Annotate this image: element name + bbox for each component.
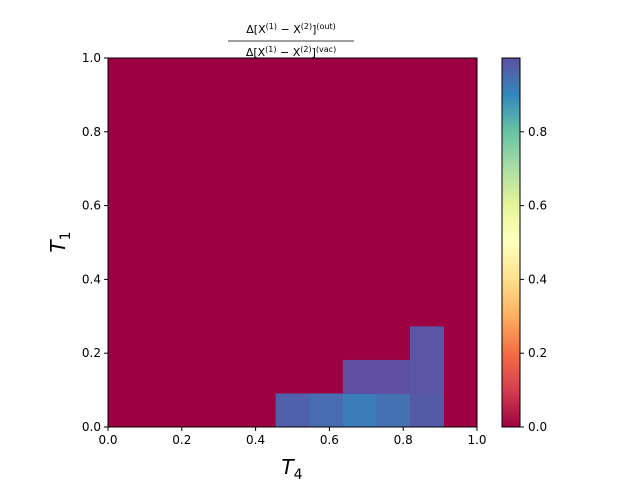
heatmap-cell-8: [409, 326, 444, 361]
x-axis-label: T4: [281, 455, 302, 480]
y-axis-ticks: 0.0 0.2 0.4 0.6 0.8 1.0: [82, 51, 108, 434]
colorbar-tick-label: 0.0: [528, 420, 547, 434]
y-tick-label: 0.0: [82, 420, 101, 434]
y-tick-label: 1.0: [82, 51, 101, 65]
heatmap-cell-0: [275, 393, 310, 428]
heatmap-cell-6: [376, 359, 411, 394]
colorbar: 0.0 0.2 0.4 0.6 0.8: [501, 57, 547, 434]
colorbar-tick-label: 0.4: [528, 272, 547, 286]
x-tick-label: 0.2: [172, 433, 191, 447]
y-tick-label: 0.6: [82, 199, 101, 213]
colorbar-tick-label: 0.2: [528, 346, 547, 360]
heatmap-cell-4: [409, 393, 444, 428]
x-tick-label: 1.0: [467, 433, 486, 447]
heatmap-cell-7: [409, 359, 444, 394]
heatmap-cell-1: [309, 393, 344, 428]
colorbar-tick-label: 0.6: [528, 199, 547, 213]
x-tick-label: 0.4: [246, 433, 265, 447]
heatmap-cell-5: [342, 359, 377, 394]
heatmap-cell-2: [342, 393, 377, 428]
heatmap-cell-3: [376, 393, 411, 428]
colorbar-tick-label: 0.8: [528, 125, 547, 139]
x-tick-label: 0.0: [98, 433, 117, 447]
chart-title: Δ[X(1) − X(2)](out) Δ[X(1) − X(2)](vac): [228, 22, 354, 59]
x-axis-ticks: 0.0 0.2 0.4 0.6 0.8 1.0: [98, 427, 487, 447]
y-tick-label: 0.4: [82, 272, 101, 286]
title-numerator: Δ[X(1) − X(2)](out): [246, 22, 335, 36]
y-tick-label: 0.2: [82, 346, 101, 360]
plot-area: [107, 57, 478, 428]
colorbar-gradient: [501, 57, 521, 428]
x-tick-label: 0.8: [394, 433, 413, 447]
x-tick-label: 0.6: [320, 433, 339, 447]
plot-frame: [107, 57, 478, 428]
y-axis-label: T1: [46, 231, 74, 252]
title-denominator: Δ[X(1) − X(2)](vac): [246, 45, 336, 59]
colorbar-ticks: 0.0 0.2 0.4 0.6 0.8: [520, 125, 547, 434]
y-tick-label: 0.8: [82, 125, 101, 139]
heatmap-cells: [275, 326, 444, 428]
